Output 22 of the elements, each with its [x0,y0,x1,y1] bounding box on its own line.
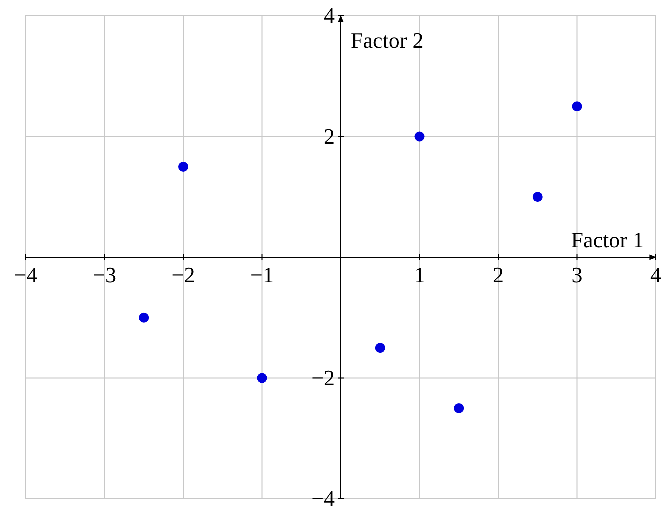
x-tick-label: 1 [414,262,426,288]
point [572,102,582,112]
y-tick-label: −4 [312,486,335,511]
point [454,403,464,414]
y-tick-label: −2 [312,365,335,390]
point [139,312,150,323]
point [414,132,425,142]
y-tick-label: 4 [324,3,335,28]
x-axis-title: Factor 1 [571,228,644,252]
x-tick-label: −3 [93,262,116,288]
point [257,373,268,384]
x-tick-label: 3 [572,262,583,288]
x-tick-label: 4 [650,262,662,288]
y-axis-title: Factor 2 [351,28,424,53]
x-tick-label: −2 [172,262,196,288]
x-tick-label: −1 [250,262,274,288]
x-tick-label: 2 [493,262,504,288]
point [375,343,386,354]
y-tick-label: 2 [324,124,335,149]
point [532,192,543,202]
x-tick-label: −4 [14,262,38,288]
point [178,162,188,172]
